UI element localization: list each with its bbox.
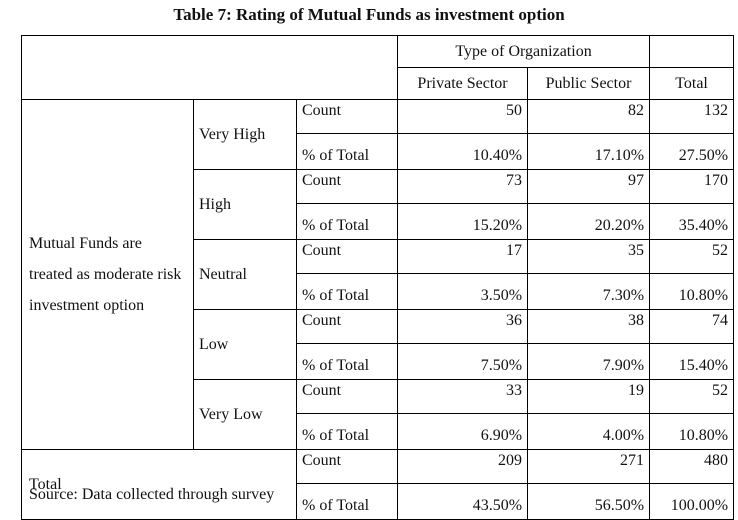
measure-label: Count [295,99,399,134]
measure-label: % of Total [295,413,399,450]
cell-public: 4.00% [527,413,651,450]
cell-public: 7.30% [527,273,651,310]
table-row: % of Total 3.50% 7.30% 10.80% [22,273,735,310]
cell-public: 56.50% [527,483,651,520]
measure-label: Count [295,449,399,484]
table-row: % of Total 15.20% 20.20% 35.40% [22,203,735,240]
table-title: Table 7: Rating of Mutual Funds as inves… [173,5,565,24]
cell-private: 3.50% [397,273,529,310]
measure-label: % of Total [295,273,399,310]
measure-label: % of Total [295,133,399,170]
cell-total: 480 [649,449,735,484]
cell-total: 52 [649,239,735,274]
cell-total: 10.80% [649,413,735,450]
cell-public: 19 [527,379,651,414]
cell-total: 35.40% [649,203,735,240]
total-row: Total Count 209 271 480 [21,449,735,520]
cell-total: 10.80% [649,273,735,310]
rating-label: Low [193,309,297,380]
cell-total: 170 [649,169,735,204]
cell-private: 6.90% [397,413,529,450]
source-note: Source: Data collected through survey [29,486,275,503]
cell-private: 17 [397,239,529,274]
cell-total: 15.40% [649,343,735,380]
cell-public: 20.20% [527,203,651,240]
cell-private: 33 [397,379,529,414]
table-row: % of Total 7.50% 7.90% 15.40% [22,343,735,380]
table-row: % of Total 10.40% 17.10% 27.50% [22,133,735,170]
cell-private: 15.20% [397,203,529,240]
cell-total: 74 [649,309,735,344]
measure-label: Count [295,239,399,274]
measure-label: % of Total [295,203,399,240]
public-sector-header: Public Sector [527,67,651,100]
table-row: Neutral Count 17 35 52 [22,239,735,310]
measure-label: Count [295,169,399,204]
rating-label: Very High [193,99,297,170]
rating-label: High [193,169,297,240]
private-sector-header: Private Sector [397,67,529,100]
cell-private: 50 [397,99,529,134]
org-type-header: Type of Organization [397,35,651,68]
measure-label: Count [295,379,399,414]
cell-public: 271 [527,449,651,484]
cell-public: 7.90% [527,343,651,380]
rating-label: Neutral [193,239,297,310]
table-row: Mutual Funds are treated as moderate ris… [21,99,735,450]
total-header: Total [649,67,735,100]
cell-public: 97 [527,169,651,204]
cell-public: 17.10% [527,133,651,170]
corner-cell [20,35,399,100]
measure-label: % of Total [295,343,399,380]
cell-total: 27.50% [649,133,735,170]
row-label: Mutual Funds are treated as moderate ris… [21,99,194,450]
rating-table: Type of Organization Private Sector Publ… [20,35,735,520]
cell-private: 7.50% [397,343,529,380]
cell-public: 35 [527,239,651,274]
rating-label: Very Low [193,379,297,450]
total-label: Total [21,449,297,520]
cell-private: 209 [397,449,529,484]
cell-public: 38 [527,309,651,344]
cell-private: 73 [397,169,529,204]
table-row: Low Count 36 38 74 [22,309,735,380]
cell-private: 36 [397,309,529,344]
cell-total: 100.00% [649,483,735,520]
cell-private: 10.40% [397,133,529,170]
measure-label: Count [295,309,399,344]
cell-private: 43.50% [397,483,529,520]
total-header-top [649,35,735,68]
measure-label: % of Total [295,483,399,520]
cell-total: 52 [649,379,735,414]
cell-public: 82 [527,99,651,134]
cell-total: 132 [649,99,735,134]
